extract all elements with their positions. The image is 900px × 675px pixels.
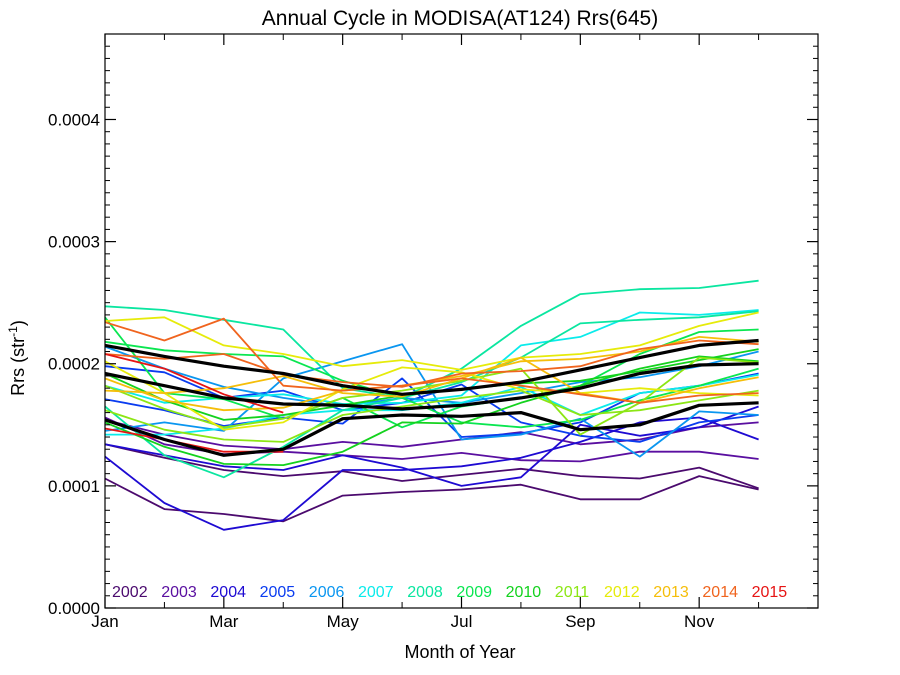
y-tick-label: 0.0001: [48, 477, 100, 496]
series-line-5: [104, 405, 759, 487]
series-line-19: [104, 389, 759, 443]
legend-item-2006: 2006: [309, 584, 345, 601]
x-tick-label: Nov: [684, 612, 715, 631]
y-tick-label: 0.0004: [48, 110, 100, 129]
legend-item-2003: 2003: [161, 584, 197, 601]
series-line-24: [104, 317, 759, 404]
legend: 2002 2003 2004 2005 2006 2007 2008 2009 2010 2011…: [112, 584, 787, 601]
chart-title: Annual Cycle in MODISA(AT124) Rrs(645): [262, 7, 658, 30]
series-line-0: [104, 475, 759, 523]
series-line-6: [104, 365, 759, 443]
legend-item-2009: 2009: [456, 584, 492, 601]
legend-item-2010: 2010: [506, 584, 542, 601]
x-axis: Jan Mar May Jul Sep Nov: [91, 34, 760, 631]
y-axis: 0.0000 0.0001 0.0002 0.0003 0.0004: [48, 45, 818, 618]
mean-series-line-29: [104, 362, 759, 411]
series-line-12: [104, 279, 759, 399]
legend-item-2005: 2005: [260, 584, 296, 601]
series-line-15: [104, 340, 759, 429]
series-line-1: [104, 443, 759, 490]
y-axis-label-superscript: -1: [6, 326, 20, 337]
legend-item-2013: 2013: [653, 584, 689, 601]
series-line-26: [104, 353, 284, 414]
legend-item-2007: 2007: [358, 584, 394, 601]
legend-item-2008: 2008: [407, 584, 443, 601]
series-line-21: [104, 360, 759, 431]
series-line-13: [104, 310, 759, 479]
legend-item-2011: 2011: [555, 584, 590, 601]
x-tick-label: Mar: [209, 612, 239, 631]
legend-item-2004: 2004: [210, 584, 246, 601]
y-tick-label: 0.0000: [48, 599, 100, 618]
mean-series-line-30: [104, 401, 759, 457]
x-tick-label: Jan: [91, 612, 118, 631]
y-tick-label: 0.0003: [48, 233, 100, 252]
legend-item-2012: 2012: [604, 584, 640, 601]
legend-item-2014: 2014: [702, 584, 738, 601]
y-axis-label: Rrs (str-1): [6, 320, 28, 396]
series-line-23: [104, 356, 759, 404]
x-tick-label: May: [327, 612, 360, 631]
series-line-16: [104, 355, 759, 467]
series-line-20: [104, 311, 759, 371]
y-axis-label-main: Rrs (str: [8, 337, 28, 396]
series-line-3: [104, 419, 759, 451]
mean-series-line-28: [104, 338, 759, 396]
mean-series-layer: [104, 338, 759, 457]
legend-item-2002: 2002: [112, 584, 148, 601]
series-line-9: [104, 345, 759, 408]
legend-item-2015: 2015: [752, 584, 788, 601]
x-tick-label: Sep: [565, 612, 595, 631]
y-axis-label-close: ): [8, 320, 28, 326]
series-line-25: [104, 339, 759, 388]
y-tick-label: 0.0002: [48, 355, 100, 374]
x-axis-label: Month of Year: [404, 642, 515, 662]
x-tick-label: Jul: [451, 612, 473, 631]
